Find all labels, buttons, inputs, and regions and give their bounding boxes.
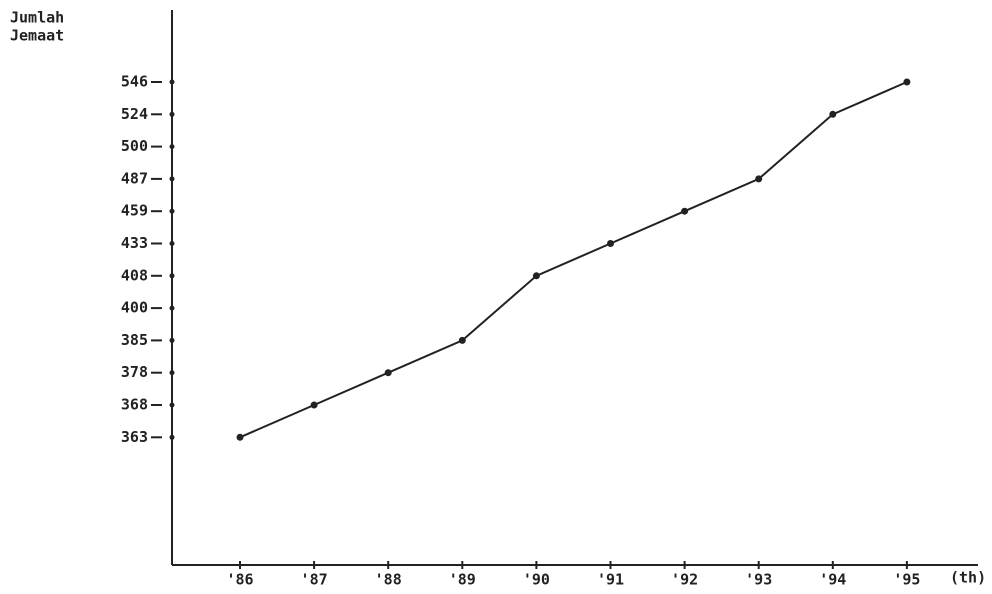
point <box>829 111 836 118</box>
y-tick-label: 400 <box>121 299 148 317</box>
tick-dot <box>170 176 175 181</box>
tick-dot <box>170 338 175 343</box>
tick-dot <box>170 144 175 149</box>
y-axis-label: Jemaat <box>10 27 64 45</box>
y-tick-label: 459 <box>121 202 148 220</box>
point <box>533 272 540 279</box>
tick-dot <box>170 273 175 278</box>
x-tick-label: '93 <box>745 571 772 589</box>
point <box>311 402 318 409</box>
x-axis-label: (th) <box>950 569 986 587</box>
point <box>607 240 614 247</box>
point <box>755 175 762 182</box>
y-tick-label: 378 <box>121 363 148 381</box>
x-tick-label: '91 <box>597 571 624 589</box>
x-tick-label: '86 <box>226 571 253 589</box>
tick-dot <box>170 435 175 440</box>
chart: Jumlah Jemaat (th) 546 524 500 487 459 433 408… <box>0 0 992 594</box>
y-tick-label: 408 <box>121 266 148 284</box>
y-tick-label: 385 <box>121 331 148 349</box>
y-tick-label: 500 <box>121 137 148 155</box>
point <box>903 79 910 86</box>
x-tick-label: '94 <box>819 571 846 589</box>
point <box>681 208 688 215</box>
point <box>237 434 244 441</box>
y-tick-label: 546 <box>121 73 148 91</box>
tick-dot <box>170 112 175 117</box>
tick-dot <box>170 370 175 375</box>
y-tick-label: 487 <box>121 169 148 187</box>
y-tick-label: 433 <box>121 234 148 252</box>
x-tick-label: '92 <box>671 571 698 589</box>
point <box>385 369 392 376</box>
x-tick-label: '88 <box>375 571 402 589</box>
y-tick-label: 524 <box>121 105 148 123</box>
x-tick-label: '95 <box>893 571 920 589</box>
y-tick-label: 368 <box>121 396 148 414</box>
x-tick-label: '89 <box>449 571 476 589</box>
x-tick-label: '90 <box>523 571 550 589</box>
tick-dot <box>170 241 175 246</box>
y-tick-label: 363 <box>121 428 148 446</box>
tick-dot <box>170 80 175 85</box>
line <box>240 82 907 437</box>
tick-dot <box>170 306 175 311</box>
point <box>459 337 466 344</box>
tick-dot <box>170 403 175 408</box>
y-axis-label: Jumlah <box>10 9 64 27</box>
x-tick-label: '87 <box>301 571 328 589</box>
tick-dot <box>170 209 175 214</box>
